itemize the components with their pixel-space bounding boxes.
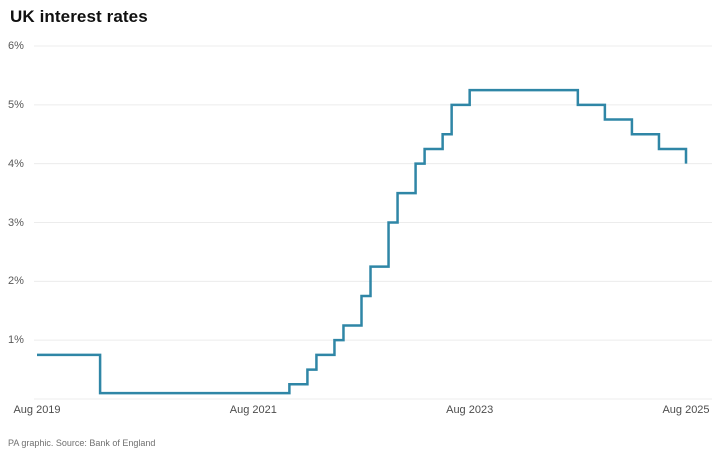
y-axis-tick-label: 3% [8, 216, 24, 229]
y-axis-tick-label: 2% [8, 275, 24, 288]
source-attribution: PA graphic. Source: Bank of England [8, 438, 156, 448]
x-axis-tick-label: Aug 2025 [662, 404, 710, 416]
x-axis-tick-label: Aug 2021 [229, 404, 277, 416]
y-axis-tick-label: 4% [8, 157, 24, 170]
interest-rate-line [37, 88, 688, 395]
y-axis-tick-label: 1% [8, 334, 24, 347]
x-axis-tick-label: Aug 2023 [446, 404, 494, 416]
x-axis-tick-label: Aug 2019 [13, 404, 61, 416]
y-axis-tick-label: 6% [8, 40, 24, 52]
y-axis-tick-label: 5% [8, 98, 24, 111]
chart-title: UK interest rates [10, 7, 148, 26]
